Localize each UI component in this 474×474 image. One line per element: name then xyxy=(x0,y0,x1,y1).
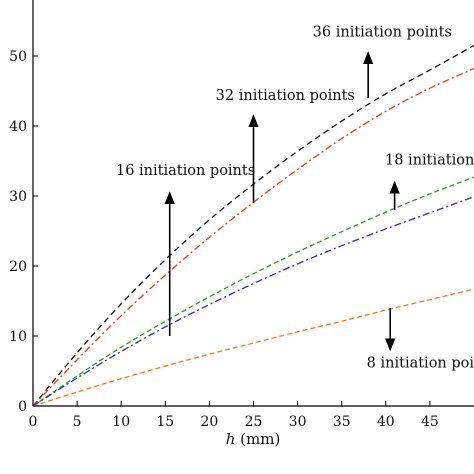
x-tick-label: 40 xyxy=(377,414,395,430)
x-tick-label: 15 xyxy=(156,414,174,430)
y-tick-label: 20 xyxy=(9,259,27,275)
x-tick-label: 5 xyxy=(73,414,82,430)
y-tick-label: 0 xyxy=(18,399,27,415)
y-tick-label: 10 xyxy=(9,329,27,345)
x-tick-label: 20 xyxy=(200,414,218,430)
y-tick-label: 40 xyxy=(9,119,27,135)
annotation-label: 36 initiation points xyxy=(313,24,452,40)
x-tick-label: 25 xyxy=(245,414,263,430)
x-axis-label: h (mm) xyxy=(226,430,281,448)
series-line-3 xyxy=(33,176,474,406)
y-tick-label: 30 xyxy=(9,189,27,205)
tick-layer: 0 5 10 15 20 25 30 35 40 45 0 10 20 30 40 50 xyxy=(9,49,439,430)
x-tick-label: 35 xyxy=(333,414,351,430)
annotation-label: 8 initiation points xyxy=(367,356,474,372)
x-tick-label: 10 xyxy=(112,414,130,430)
annotation-label: 18 initiation points xyxy=(385,153,474,169)
series-line-4 xyxy=(33,196,474,406)
annotation-label: 16 initiation points xyxy=(116,163,255,179)
x-tick-label: 0 xyxy=(29,414,38,430)
x-tick-label: 45 xyxy=(421,414,439,430)
x-tick-label: 30 xyxy=(289,414,307,430)
series-line-5 xyxy=(33,288,474,406)
annotation-layer: 36 initiation points 32 initiation points… xyxy=(116,24,474,371)
annotation-label: 32 initiation points xyxy=(216,88,355,104)
y-tick-label: 50 xyxy=(9,49,27,65)
